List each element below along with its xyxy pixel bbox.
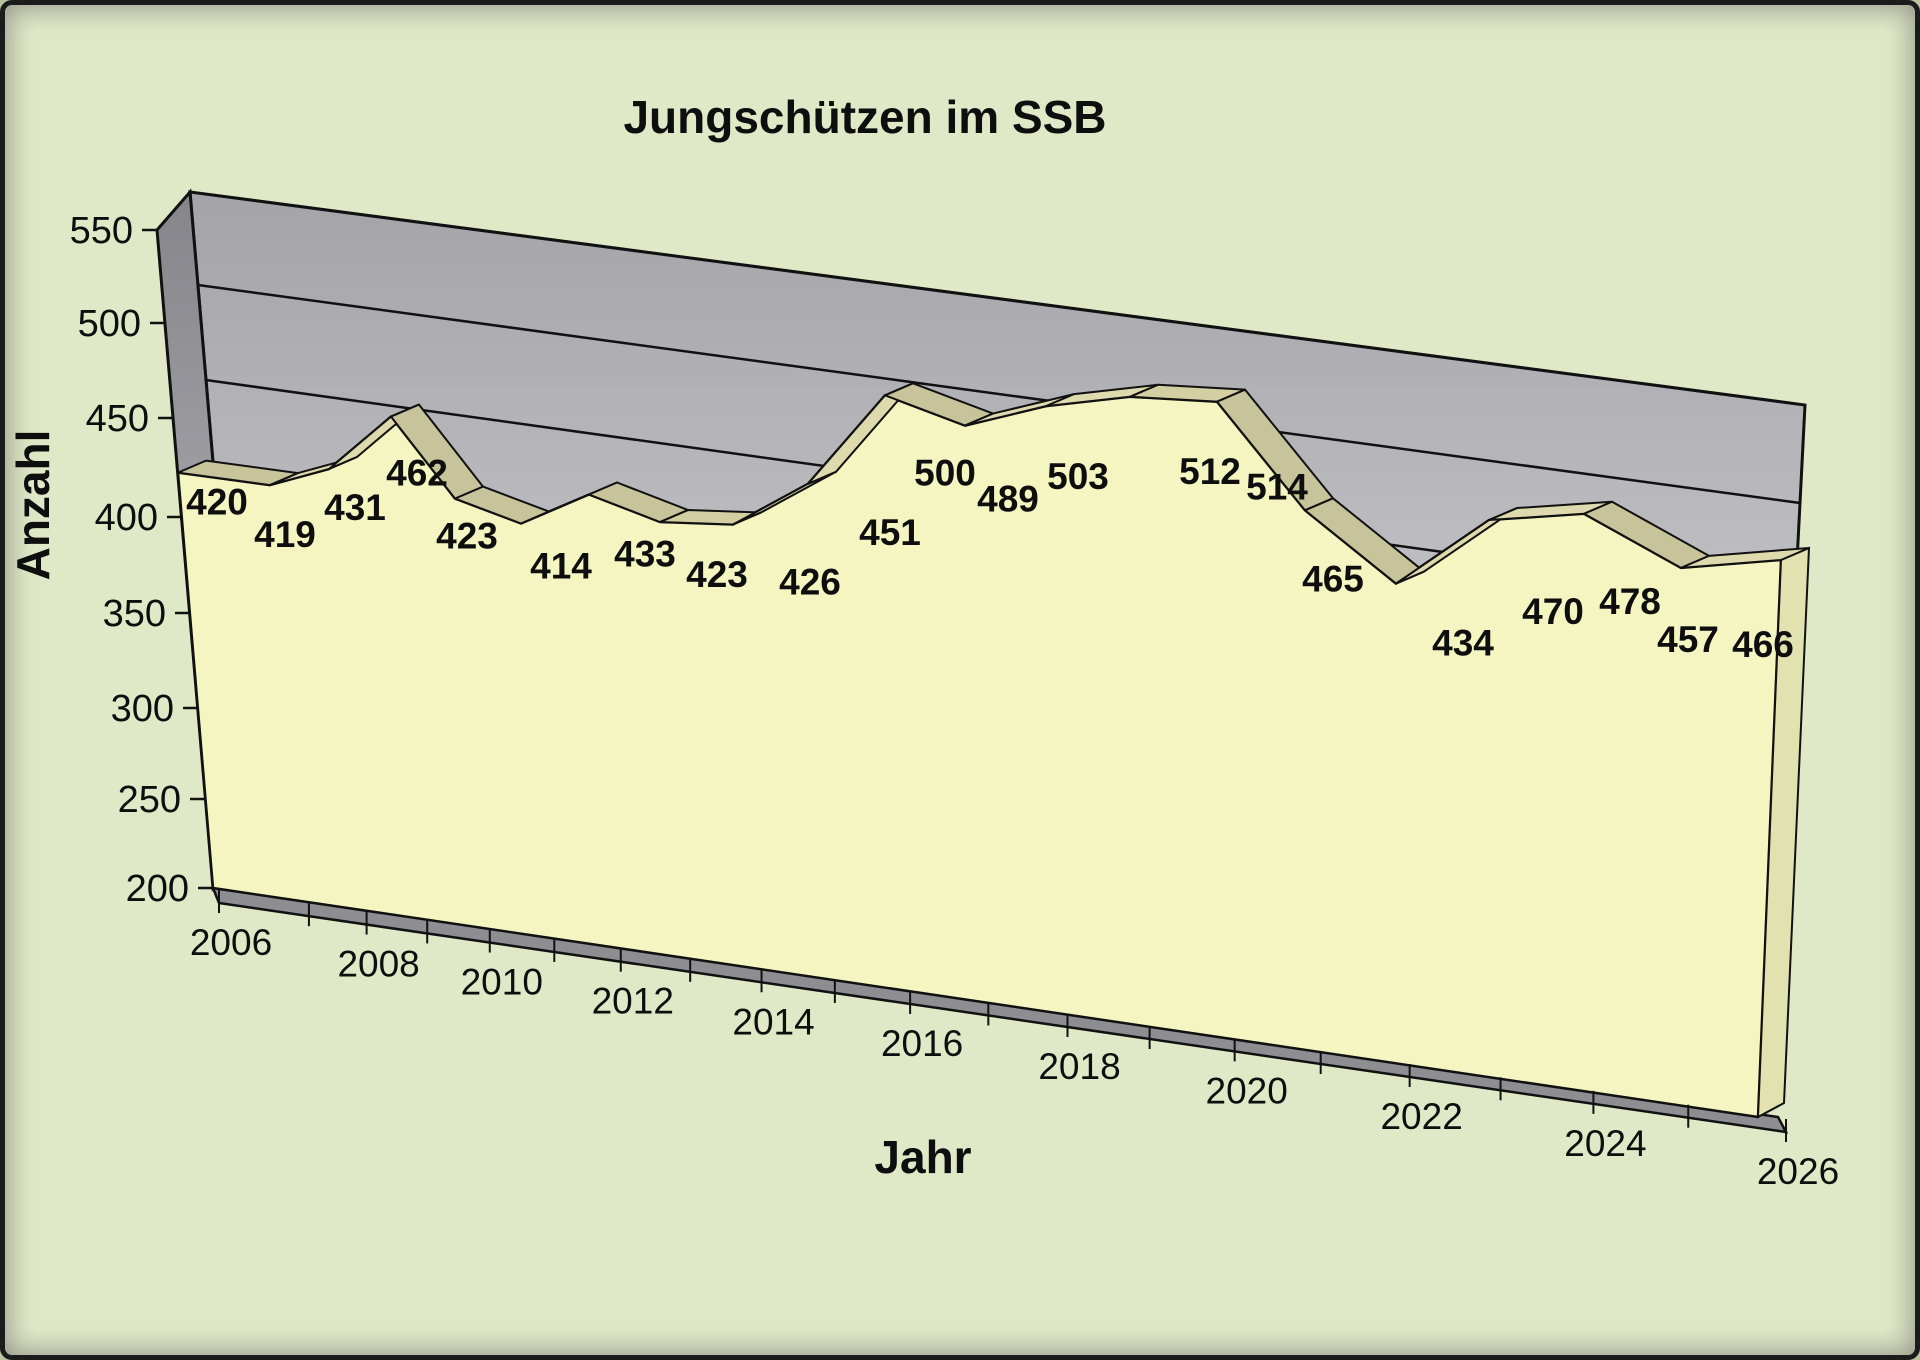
data-label: 500 (914, 452, 976, 493)
x-tick-label: 2018 (1038, 1046, 1120, 1087)
x-tick-label: 2006 (190, 922, 272, 963)
ribbon-segment (1680, 546, 1810, 569)
y-tick-label: 200 (126, 868, 189, 910)
x-tick-label: 2012 (592, 981, 674, 1022)
data-label: 457 (1657, 619, 1719, 660)
x-axis-title: Jahr (874, 1131, 971, 1183)
data-label: 470 (1522, 591, 1584, 632)
x-tick-label: 2024 (1564, 1123, 1646, 1164)
data-label: 431 (324, 487, 386, 528)
data-label: 434 (1432, 623, 1494, 664)
y-tick-label: 300 (111, 688, 174, 730)
data-label: 465 (1302, 558, 1364, 599)
y-tick-label: 550 (70, 210, 133, 252)
x-tick-label: 2010 (461, 962, 543, 1003)
data-label: 489 (977, 479, 1039, 520)
data-label: 503 (1047, 456, 1109, 497)
y-tick-label: 250 (118, 779, 181, 821)
data-label: 514 (1246, 467, 1308, 508)
data-label: 426 (779, 561, 841, 602)
y-axis-title: Anzahl (7, 430, 59, 581)
data-label: 462 (386, 453, 448, 494)
chart-title: Jungschützen im SSB (623, 91, 1106, 143)
data-label: 451 (859, 512, 921, 553)
y-tick-label: 350 (103, 593, 166, 635)
x-tick-label: 2016 (881, 1023, 963, 1064)
data-label: 478 (1599, 581, 1661, 622)
data-label: 433 (614, 534, 676, 575)
x-tick-label: 2026 (1757, 1151, 1839, 1192)
data-label: 420 (186, 482, 248, 523)
data-label: 423 (686, 554, 748, 595)
x-tick-label: 2020 (1206, 1070, 1288, 1111)
y-tick-label: 400 (95, 497, 158, 539)
y-tick-label: 450 (86, 398, 149, 440)
gridline (197, 283, 1801, 505)
x-tick-label: 2008 (337, 944, 419, 985)
data-label: 466 (1732, 624, 1794, 665)
data-label: 512 (1179, 451, 1241, 492)
x-tick-label: 2022 (1380, 1096, 1462, 1137)
x-tick-label: 2014 (732, 1001, 814, 1042)
data-label: 414 (530, 546, 592, 587)
data-label: 423 (436, 516, 498, 557)
data-label: 419 (254, 514, 316, 555)
y-tick-label: 500 (78, 303, 141, 345)
